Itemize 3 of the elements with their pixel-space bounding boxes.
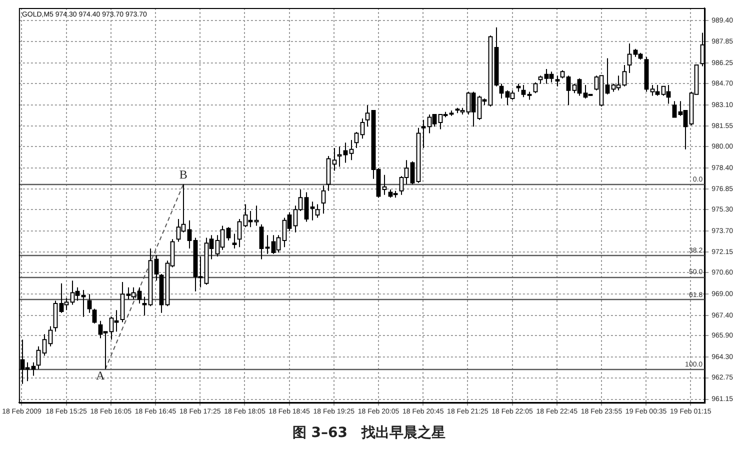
annotation: A bbox=[96, 368, 106, 382]
caption: 图 3–63 找出早晨之星 bbox=[291, 424, 447, 442]
annotation: B bbox=[179, 167, 188, 182]
